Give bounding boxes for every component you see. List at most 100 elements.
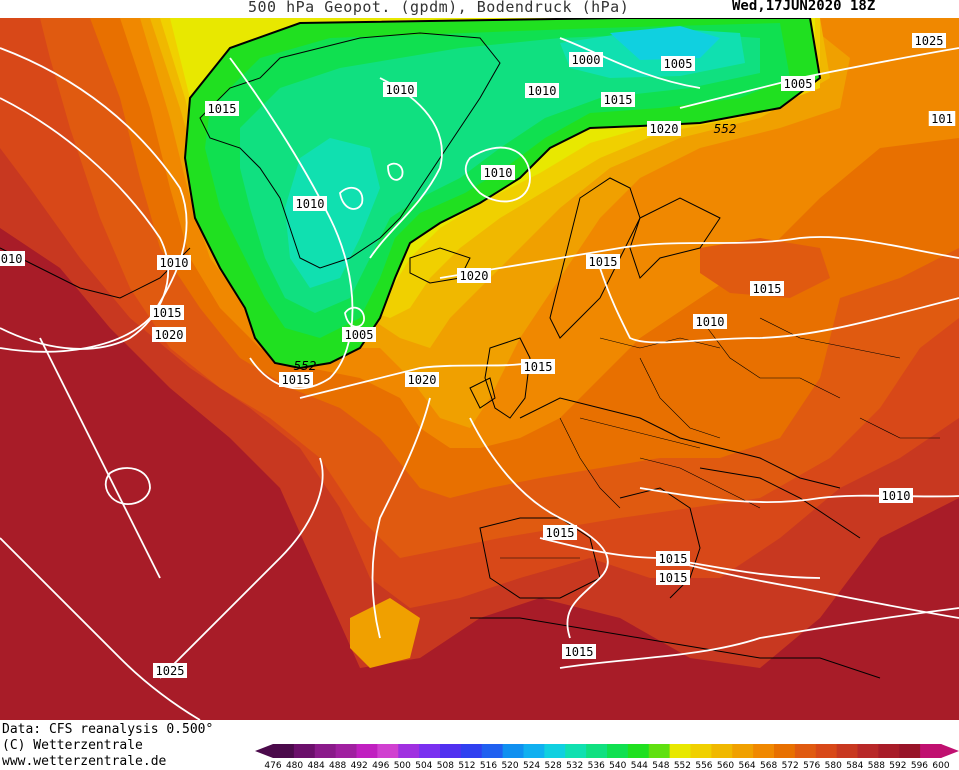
- isobar-label: 1015: [562, 644, 596, 659]
- svg-text:1015: 1015: [282, 373, 311, 387]
- isobar-label: 1015: [601, 92, 635, 107]
- colorbar-right-arrow: [941, 744, 959, 758]
- colorbar-label: 500: [394, 761, 411, 770]
- isobar-label: 1015: [586, 254, 620, 269]
- colorbar-swatch: [899, 744, 921, 758]
- svg-text:1020: 1020: [460, 269, 489, 283]
- colorbar-label: 540: [609, 761, 626, 770]
- colorbar-swatch: [481, 744, 504, 758]
- svg-text:1005: 1005: [345, 328, 374, 342]
- colorbar-label: 508: [437, 761, 454, 770]
- colorbar-label: 484: [308, 761, 325, 770]
- svg-text:1020: 1020: [650, 122, 679, 136]
- colorbar-swatch: [648, 744, 671, 758]
- svg-text:1015: 1015: [753, 282, 782, 296]
- colorbar-swatch: [794, 744, 817, 758]
- isobar-label: 1020: [152, 327, 186, 342]
- isobar-label: 1015: [279, 372, 313, 387]
- colorbar-swatch: [732, 744, 754, 758]
- isobar-label: 1010: [0, 251, 25, 266]
- colorbar-label: 528: [545, 761, 562, 770]
- geopot-label: 552: [294, 359, 317, 373]
- svg-text:1025: 1025: [915, 34, 944, 48]
- svg-text:1015: 1015: [546, 526, 575, 540]
- isobar-label: 1000: [569, 52, 603, 67]
- svg-text:1020: 1020: [155, 328, 184, 342]
- field-580-med: [350, 598, 420, 668]
- svg-text:1010: 1010: [0, 252, 22, 266]
- colorbar-swatch: [753, 744, 775, 758]
- isobar-label: 1015: [543, 525, 577, 540]
- svg-text:1010: 1010: [386, 83, 415, 97]
- colorbar-swatch: [293, 744, 316, 758]
- borders: [500, 317, 940, 559]
- colorbar-label: 544: [631, 761, 648, 770]
- header-bar: 500 hPa Geopot. (gpdm), Bodendruck (hPa)…: [0, 0, 959, 18]
- coastlines: [0, 32, 881, 679]
- isobar-label: 1015: [150, 305, 184, 320]
- isobar-label: 1020: [457, 268, 491, 283]
- svg-text:1010: 1010: [296, 197, 325, 211]
- colorbar-label: 596: [911, 761, 928, 770]
- field-580-east: [700, 238, 830, 298]
- geopot-label: 552: [714, 122, 737, 136]
- colorbar-label: 492: [351, 761, 368, 770]
- svg-text:1015: 1015: [659, 571, 688, 585]
- svg-text:1010: 1010: [882, 489, 911, 503]
- isobar-label: 1025: [912, 33, 946, 48]
- map-title: 500 hPa Geopot. (gpdm), Bodendruck (hPa): [248, 0, 630, 16]
- isobars: [0, 37, 959, 720]
- colorbar-swatch: [398, 744, 420, 758]
- colorbar-swatch: [815, 744, 838, 758]
- colorbar-label: 512: [458, 761, 475, 770]
- isobar-label: 1015: [656, 551, 690, 566]
- colorbar-label: 520: [501, 761, 518, 770]
- colorbar-swatch: [711, 744, 733, 758]
- svg-text:1000: 1000: [572, 53, 601, 67]
- svg-text:1015: 1015: [565, 645, 594, 659]
- colorbar-swatch: [523, 744, 545, 758]
- colorbar-label: 588: [868, 761, 885, 770]
- colorbar: 476 480 484 488 492 496 500 504 508 512 516 520 524 5…: [255, 744, 959, 770]
- colorbar-swatch: [836, 744, 858, 758]
- colorbar-swatch: [502, 744, 524, 758]
- isobar-label: 101: [928, 111, 956, 126]
- isobar-label: 1005: [781, 76, 815, 91]
- isobar-label: 1020: [647, 121, 681, 136]
- colorbar-swatch: [627, 744, 650, 758]
- colorbar-swatch: [878, 744, 900, 758]
- field-540b: [285, 138, 380, 288]
- colorbar-swatch: [335, 744, 357, 758]
- colorbar-label: 564: [738, 761, 755, 770]
- colorbar-label: 560: [717, 761, 734, 770]
- isobar-label: 1015: [521, 359, 555, 374]
- colorbar-swatch: [314, 744, 337, 758]
- colorbar-label: 488: [329, 761, 346, 770]
- isobar-label: 1010: [693, 314, 727, 329]
- colorbar-swatch: [607, 744, 629, 758]
- colorbar-label: 516: [480, 761, 497, 770]
- svg-text:1020: 1020: [408, 373, 437, 387]
- svg-text:1010: 1010: [696, 315, 725, 329]
- colorbar-swatch: [586, 744, 608, 758]
- colorbar-label: 536: [588, 761, 605, 770]
- field-536: [610, 26, 720, 60]
- colorbar-swatch: [273, 744, 295, 758]
- colorbar-label: 532: [566, 761, 583, 770]
- colorbar-label: 572: [782, 761, 799, 770]
- colorbar-label: 576: [803, 761, 820, 770]
- svg-text:1015: 1015: [589, 255, 618, 269]
- colorbar-label: 568: [760, 761, 777, 770]
- colorbar-label: 556: [695, 761, 712, 770]
- colorbar-label: 584: [846, 761, 863, 770]
- field-544: [240, 33, 760, 313]
- colorbar-label: 476: [264, 761, 281, 770]
- colorbar-swatch: [669, 744, 691, 758]
- svg-text:1015: 1015: [604, 93, 633, 107]
- colorbar-swatch: [690, 744, 712, 758]
- colorbar-swatch: [920, 744, 942, 758]
- colorbar-label: 600: [932, 761, 949, 770]
- isobar-label: 1010: [157, 255, 191, 270]
- colorbar-swatch: [356, 744, 378, 758]
